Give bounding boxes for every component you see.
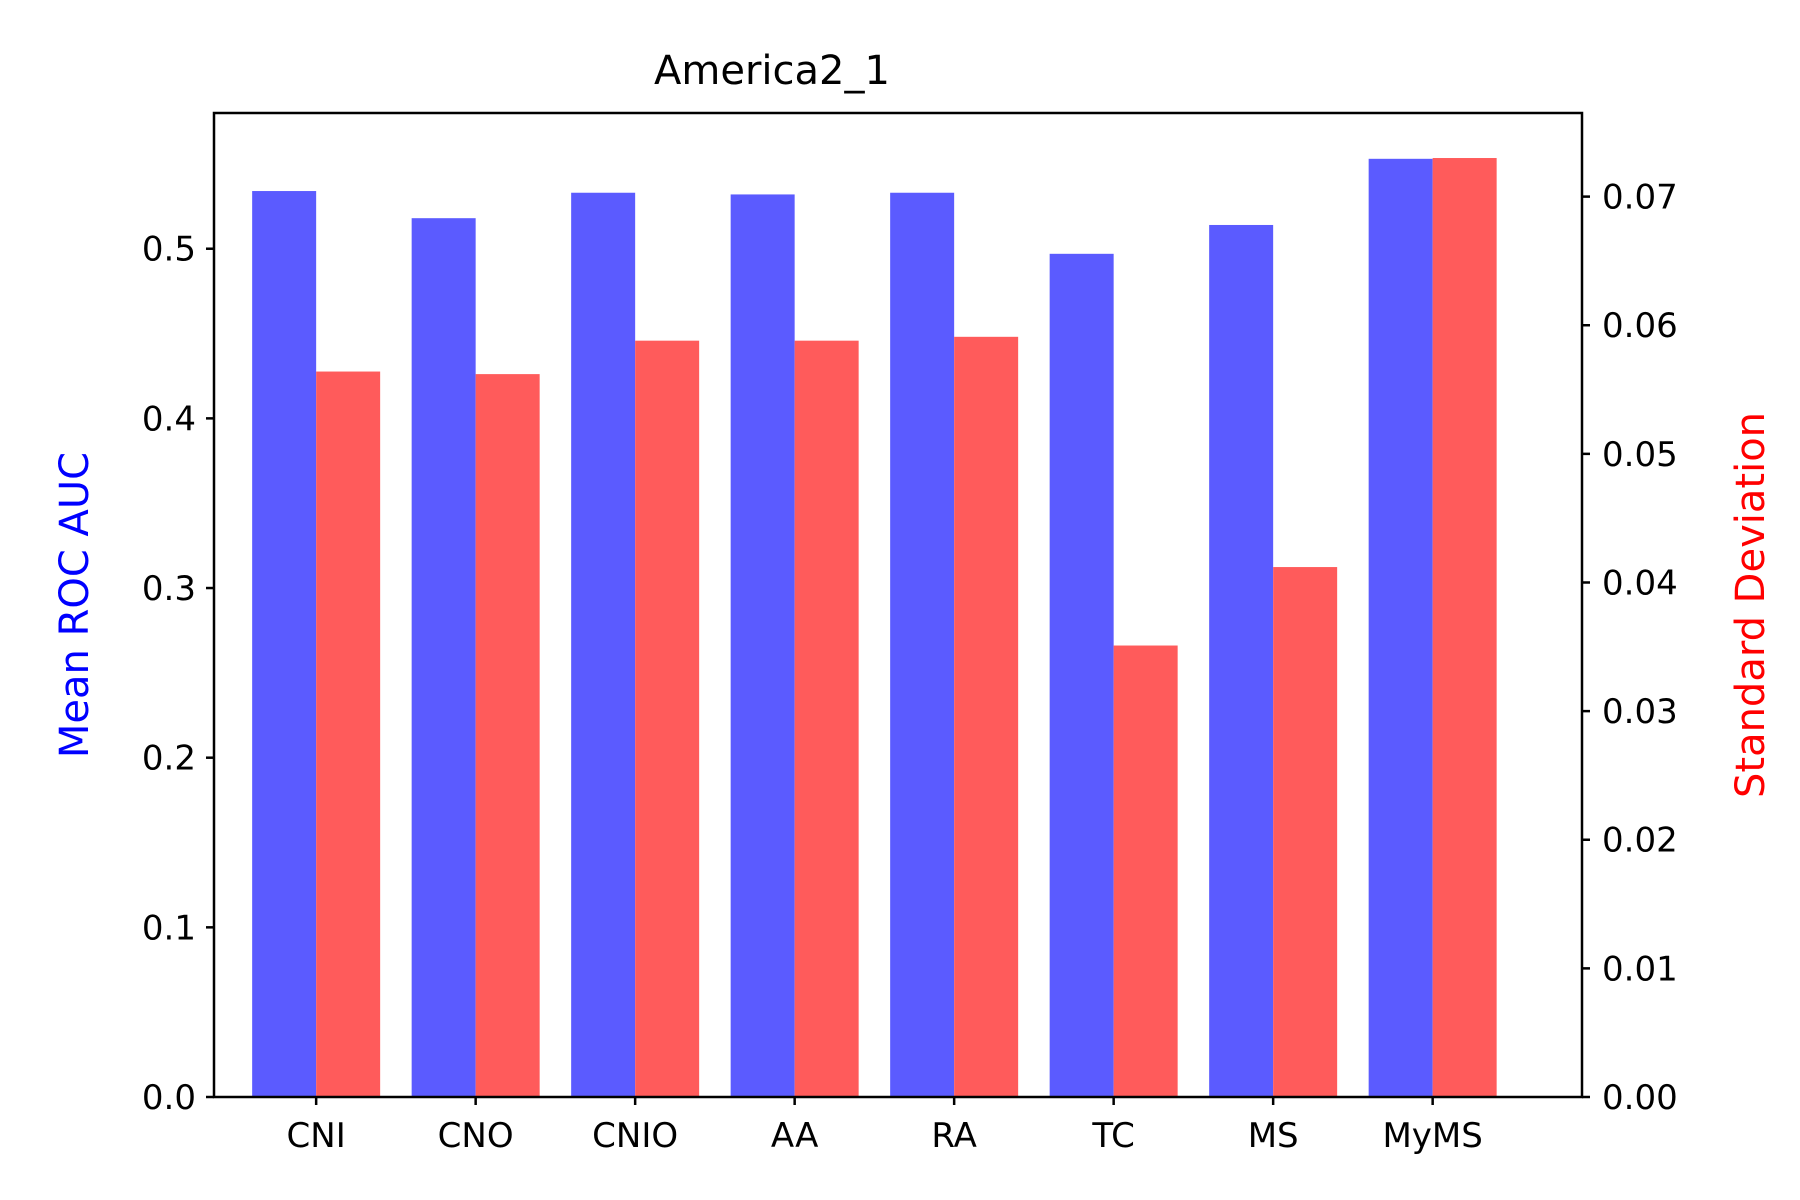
y-left-tick-label: 0.3 bbox=[142, 569, 196, 609]
y-left-tick-label: 0.1 bbox=[142, 908, 196, 948]
bar-mean-roc-auc bbox=[1049, 253, 1114, 1098]
bar-mean-roc-auc bbox=[411, 218, 476, 1097]
plot-frame bbox=[212, 111, 1584, 1099]
x-tick-label: AA bbox=[771, 1116, 818, 1156]
y-left-tick-label: 0.4 bbox=[142, 399, 196, 439]
x-tick-label: MS bbox=[1248, 1116, 1299, 1156]
y-left-tick-label: 0.5 bbox=[142, 230, 196, 270]
bar-mean-roc-auc bbox=[890, 192, 955, 1098]
x-tick-label: TC bbox=[1091, 1116, 1135, 1156]
bar-standard-deviation bbox=[316, 371, 381, 1098]
y-right-tick-label: 0.00 bbox=[1602, 1078, 1678, 1118]
y-right-tick-label: 0.01 bbox=[1602, 949, 1678, 989]
x-tick-label: CNO bbox=[438, 1116, 514, 1156]
bar-standard-deviation bbox=[954, 336, 1019, 1097]
x-tick-label: RA bbox=[931, 1116, 977, 1156]
bar-mean-roc-auc bbox=[730, 194, 795, 1098]
y-axis-right-label: Standard Deviation bbox=[1728, 412, 1774, 798]
y-right-tick-label: 0.04 bbox=[1602, 563, 1678, 603]
chart-title: America2_1 bbox=[654, 48, 890, 94]
y-axis-left-label: Mean ROC AUC bbox=[52, 452, 98, 758]
bar-standard-deviation bbox=[794, 340, 859, 1097]
bar-standard-deviation bbox=[635, 340, 700, 1097]
bar-standard-deviation bbox=[1113, 645, 1178, 1097]
x-tick-label: CNI bbox=[287, 1116, 346, 1156]
bar-mean-roc-auc bbox=[1368, 158, 1433, 1098]
bar-standard-deviation bbox=[1432, 158, 1497, 1098]
plot-area: CNI CNO CNIO AA RA TC MS MyMS 0.0 0.1 0.2 0.3 0.4 0.5… bbox=[142, 111, 1678, 1156]
bar-mean-roc-auc bbox=[1209, 224, 1274, 1097]
y-right-tick-label: 0.03 bbox=[1602, 692, 1678, 732]
y-right-tick-label: 0.02 bbox=[1602, 821, 1678, 861]
bar-mean-roc-auc bbox=[252, 191, 317, 1097]
y-right-tick-label: 0.06 bbox=[1602, 306, 1678, 346]
x-tick-label: MyMS bbox=[1382, 1116, 1482, 1156]
y-right-tick-label: 0.05 bbox=[1602, 435, 1678, 475]
y-left-tick-label: 0.0 bbox=[142, 1078, 196, 1118]
bar-standard-deviation bbox=[1273, 567, 1338, 1097]
y-right-tick-label: 0.07 bbox=[1602, 178, 1678, 218]
x-tick-label: CNIO bbox=[592, 1116, 678, 1156]
bar-standard-deviation bbox=[475, 374, 540, 1097]
y-left-tick-label: 0.2 bbox=[142, 739, 196, 779]
bar-mean-roc-auc bbox=[571, 192, 636, 1098]
